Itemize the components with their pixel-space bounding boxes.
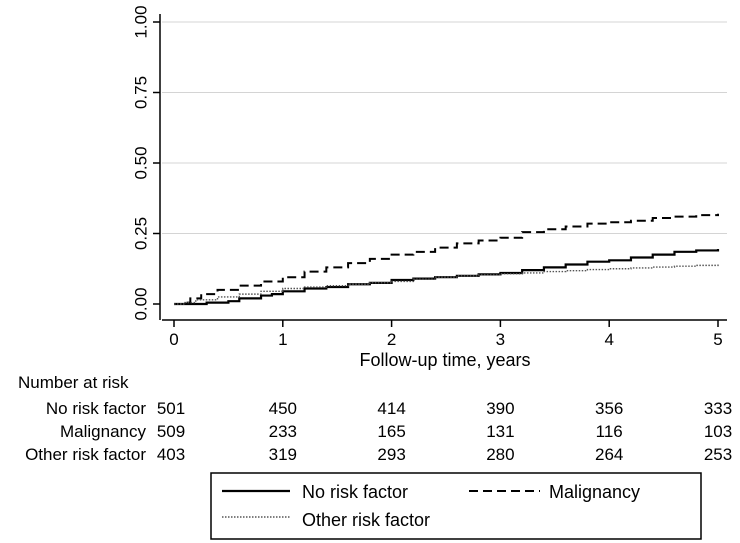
risk-count: 165	[377, 422, 405, 441]
risk-table: Number at risk No risk factor 501 450 414 39…	[18, 373, 732, 464]
risk-count: 264	[595, 445, 623, 464]
x-tick-label: 2	[387, 330, 396, 349]
risk-count: 509	[157, 422, 185, 441]
risk-count: 131	[486, 422, 514, 441]
y-tick-label: 0.75	[132, 76, 151, 109]
series-lines	[174, 213, 720, 306]
risk-count: 103	[704, 422, 732, 441]
risk-count: 333	[704, 399, 732, 418]
x-tick-label: 1	[278, 330, 287, 349]
axes	[159, 14, 727, 321]
risk-row-label: Other risk factor	[25, 445, 146, 464]
risk-count: 293	[377, 445, 405, 464]
x-ticks: 0 1 2 3 4 5	[169, 320, 723, 349]
x-axis-title: Follow-up time, years	[359, 350, 530, 370]
risk-count: 280	[486, 445, 514, 464]
x-tick-label: 0	[169, 330, 178, 349]
risk-row-label: Malignancy	[60, 422, 146, 441]
y-tick-label: 0.50	[132, 146, 151, 179]
risk-count: 501	[157, 399, 185, 418]
risk-count: 414	[377, 399, 405, 418]
x-tick-label: 3	[496, 330, 505, 349]
x-tick-label: 4	[604, 330, 613, 349]
risk-count: 233	[269, 422, 297, 441]
risk-count: 450	[269, 399, 297, 418]
y-tick-label: 0.25	[132, 217, 151, 250]
risk-row-label: No risk factor	[46, 399, 146, 418]
grid-lines	[162, 21, 727, 234]
legend-label: Other risk factor	[302, 510, 430, 530]
legend: No risk factor Malignancy Other risk facto…	[210, 472, 702, 540]
x-tick-label: 5	[713, 330, 722, 349]
risk-count: 253	[704, 445, 732, 464]
legend-box	[210, 472, 702, 540]
legend-label: Malignancy	[549, 482, 640, 502]
series-line-malignancy	[174, 213, 719, 305]
risk-count: 356	[595, 399, 623, 418]
risk-count: 403	[157, 445, 185, 464]
risk-table-title: Number at risk	[18, 373, 129, 392]
risk-count: 390	[486, 399, 514, 418]
series-line-other-risk-factor	[174, 264, 719, 305]
series-line-no-risk-factor	[174, 249, 720, 306]
risk-count: 116	[596, 422, 623, 441]
y-tick-label: 0.00	[132, 287, 151, 320]
y-tick-label: 1.00	[132, 5, 151, 38]
legend-label: No risk factor	[302, 482, 408, 502]
risk-count: 319	[269, 445, 297, 464]
y-ticks: 0.00 0.25 0.50 0.75 1.00	[132, 5, 160, 321]
